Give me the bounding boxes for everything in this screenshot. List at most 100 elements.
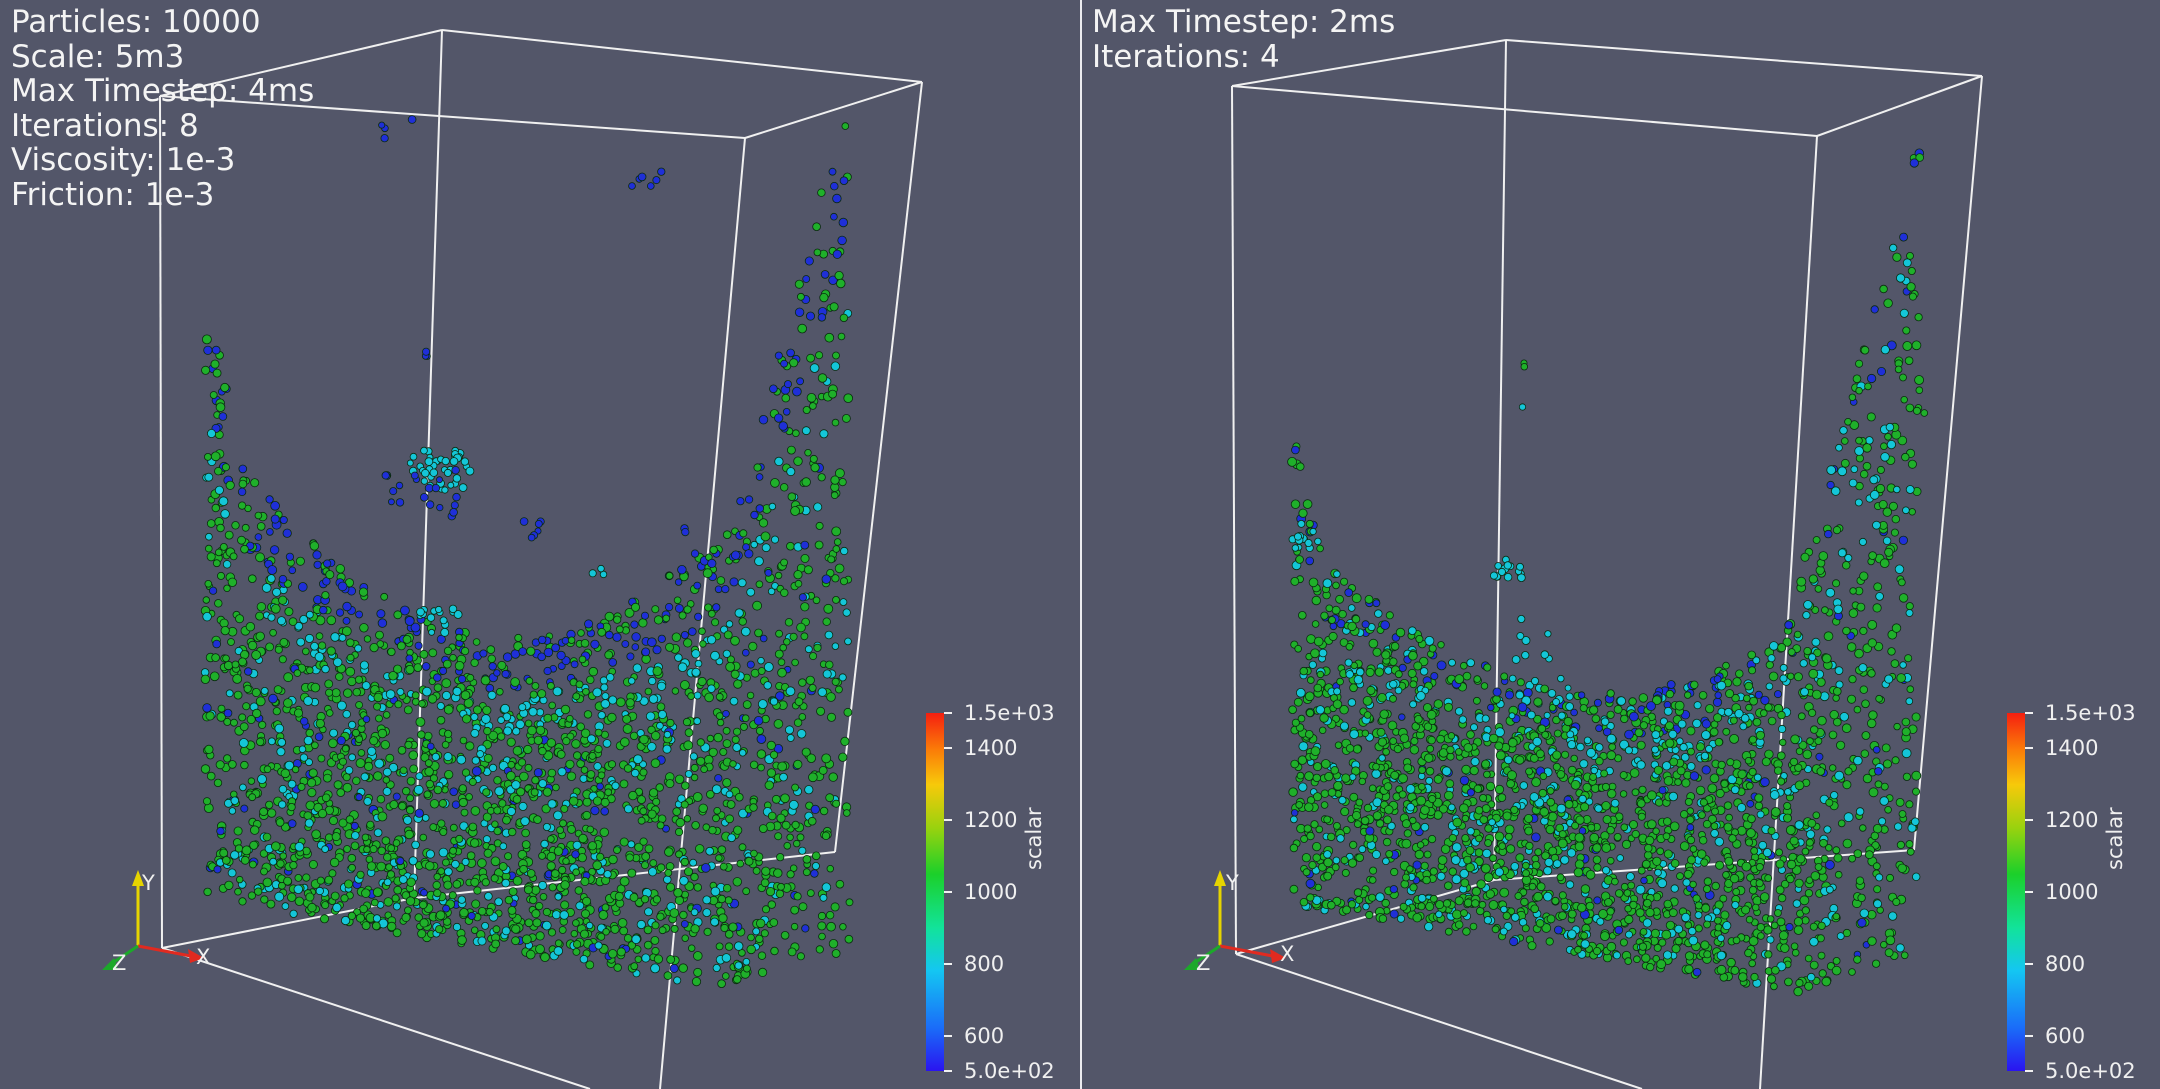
particle — [1516, 678, 1525, 687]
particle — [1616, 854, 1624, 862]
particle — [1389, 737, 1398, 745]
particle — [1747, 650, 1756, 660]
particle — [1804, 981, 1814, 991]
particle — [560, 804, 569, 813]
particle — [1835, 740, 1846, 750]
particle — [450, 501, 459, 510]
particle — [1306, 831, 1315, 841]
particle — [1349, 840, 1358, 850]
particle — [800, 602, 810, 612]
view-divider[interactable] — [1080, 0, 1082, 1089]
particle — [1345, 642, 1354, 651]
particle — [419, 649, 429, 659]
particle — [1873, 885, 1882, 894]
particle — [437, 867, 446, 875]
particle — [482, 705, 492, 715]
particle — [669, 963, 679, 973]
particle — [406, 877, 416, 887]
info-viscosity: Viscosity: 1e-3 — [11, 142, 236, 178]
particle — [1830, 791, 1839, 800]
particle — [757, 763, 765, 772]
particle — [460, 457, 469, 466]
particle — [546, 851, 557, 862]
particle — [240, 804, 249, 813]
particle — [1668, 729, 1678, 739]
particle — [1732, 677, 1742, 687]
particle — [597, 627, 607, 637]
particle — [344, 766, 354, 775]
particle — [1522, 861, 1530, 870]
particle — [1305, 556, 1315, 566]
particle — [1834, 666, 1844, 675]
particle — [1310, 648, 1320, 659]
particle — [223, 717, 232, 726]
particle — [459, 908, 469, 918]
particle — [720, 923, 729, 933]
particle — [774, 571, 783, 580]
particle — [1646, 962, 1655, 972]
particle — [1579, 759, 1589, 769]
particle — [1546, 914, 1556, 924]
particle — [436, 702, 445, 711]
particle — [1335, 594, 1345, 604]
particle — [777, 882, 785, 891]
particle — [1556, 873, 1565, 882]
particle — [399, 766, 408, 775]
particle — [448, 891, 457, 900]
particle — [1606, 941, 1617, 952]
particle — [557, 767, 567, 777]
particle — [687, 692, 695, 700]
particle — [800, 540, 810, 550]
particle — [219, 848, 229, 858]
particle — [1290, 499, 1301, 509]
particle — [228, 760, 237, 769]
particle — [730, 635, 740, 646]
particle — [756, 918, 766, 929]
particle — [377, 618, 388, 628]
particle — [358, 587, 369, 597]
particle — [342, 710, 351, 719]
particle — [826, 692, 836, 702]
particle — [278, 655, 287, 664]
particle — [741, 714, 750, 722]
particle — [1416, 795, 1427, 806]
particle — [1570, 754, 1578, 763]
particle — [206, 771, 216, 781]
particle — [1875, 483, 1886, 494]
particle — [338, 757, 347, 766]
particle — [726, 800, 736, 809]
particle — [604, 650, 614, 660]
particle — [585, 960, 595, 970]
particle — [1854, 446, 1864, 456]
particle — [656, 912, 665, 921]
colorbar-tick — [944, 819, 952, 821]
particle — [815, 521, 824, 530]
particle — [1624, 914, 1634, 925]
particle — [520, 816, 530, 826]
particle — [460, 646, 470, 656]
particle — [542, 907, 552, 917]
particle — [824, 332, 835, 343]
particle — [543, 713, 553, 723]
particle — [1774, 909, 1782, 917]
particle — [1382, 748, 1390, 756]
particle — [677, 565, 687, 575]
particle — [1401, 819, 1411, 829]
render-view-left[interactable]: Particles: 10000 Scale: 5m3 Max Timestep… — [0, 0, 1080, 1089]
render-view-right[interactable]: Max Timestep: 2ms Iterations: 4 1.5e+03 … — [1082, 0, 2160, 1089]
particle — [1844, 554, 1853, 563]
particle — [394, 700, 403, 709]
particle — [1770, 982, 1778, 991]
particle — [1856, 602, 1866, 612]
particle — [679, 876, 689, 886]
particle — [1355, 798, 1364, 807]
particle — [757, 657, 765, 665]
particle — [655, 783, 664, 792]
particle — [817, 373, 828, 383]
particle — [777, 658, 786, 666]
particle — [294, 874, 303, 882]
particle — [363, 845, 371, 854]
particle — [1746, 799, 1755, 808]
particle — [373, 771, 383, 781]
colorbar-tick — [944, 1035, 952, 1037]
